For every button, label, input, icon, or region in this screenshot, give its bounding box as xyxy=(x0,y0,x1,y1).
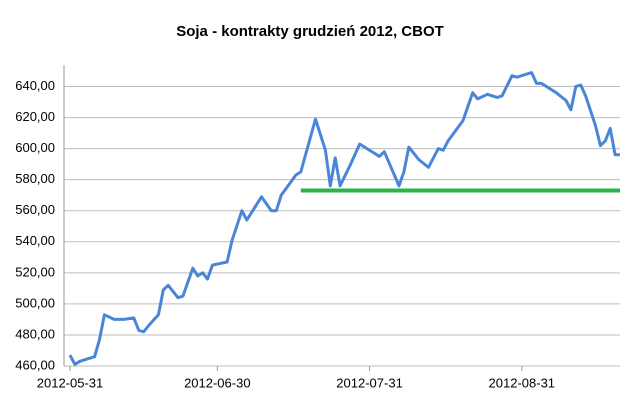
x-tick-label: 2012-06-30 xyxy=(184,375,251,390)
y-tick-label: 600,00 xyxy=(15,140,55,155)
line-series xyxy=(68,71,620,366)
y-tick-label: 580,00 xyxy=(15,171,55,186)
chart-title: Soja - kontrakty grudzień 2012, CBOT xyxy=(176,23,444,40)
y-tick-label: 640,00 xyxy=(15,78,55,93)
y-tick-label: 540,00 xyxy=(15,233,55,248)
y-tick-label: 560,00 xyxy=(15,202,55,217)
y-tick-label: 520,00 xyxy=(15,264,55,279)
x-tick-label: 2012-07-31 xyxy=(336,375,403,390)
y-tick-label: 500,00 xyxy=(15,295,55,310)
y-tick-label: 460,00 xyxy=(15,357,55,372)
y-tick-label: 480,00 xyxy=(15,326,55,341)
x-tick-label: 2012-08-31 xyxy=(489,375,556,390)
y-tick-label: 620,00 xyxy=(15,109,55,124)
x-tick-label: 2012-05-31 xyxy=(37,375,104,390)
